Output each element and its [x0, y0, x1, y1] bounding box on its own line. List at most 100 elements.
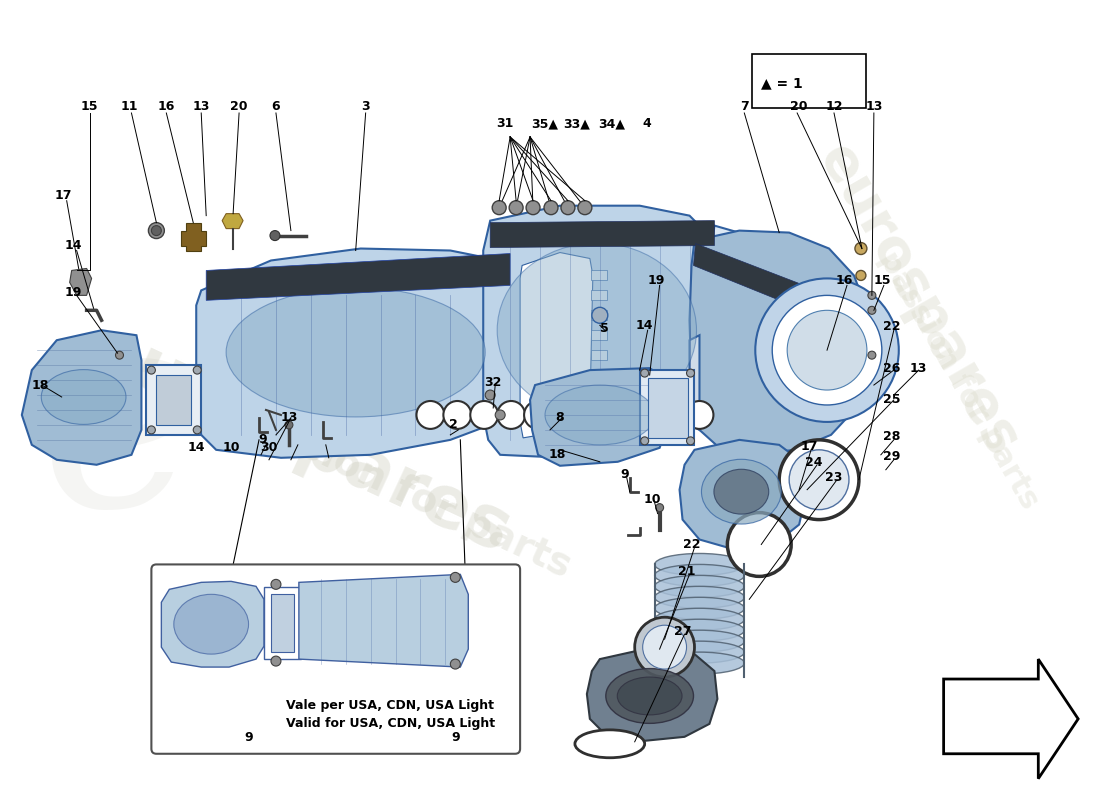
Polygon shape [693, 243, 869, 335]
Circle shape [578, 201, 592, 214]
Polygon shape [530, 368, 670, 466]
Circle shape [285, 421, 293, 429]
Circle shape [271, 579, 281, 590]
Polygon shape [264, 587, 301, 659]
Circle shape [147, 426, 155, 434]
Circle shape [868, 291, 876, 299]
Text: 10: 10 [644, 493, 661, 506]
Text: 21: 21 [678, 565, 695, 578]
Text: 7: 7 [740, 99, 749, 113]
Circle shape [578, 401, 606, 429]
Text: 25: 25 [883, 393, 901, 406]
Polygon shape [944, 659, 1078, 778]
Ellipse shape [42, 370, 127, 425]
FancyBboxPatch shape [752, 54, 866, 108]
Circle shape [443, 401, 471, 429]
Circle shape [855, 242, 867, 254]
Ellipse shape [654, 575, 745, 598]
Circle shape [524, 401, 552, 429]
Ellipse shape [654, 565, 745, 586]
Polygon shape [222, 214, 243, 229]
Text: 34▲: 34▲ [598, 118, 625, 130]
Circle shape [147, 366, 155, 374]
Polygon shape [640, 370, 694, 445]
Text: 26: 26 [883, 362, 901, 374]
Circle shape [756, 278, 899, 422]
Circle shape [194, 426, 201, 434]
Circle shape [450, 659, 460, 669]
Circle shape [271, 656, 281, 666]
FancyBboxPatch shape [152, 565, 520, 754]
Text: 29: 29 [883, 450, 901, 463]
Text: 20: 20 [230, 99, 248, 113]
Text: 13: 13 [910, 362, 927, 374]
Text: 16: 16 [157, 99, 175, 113]
Ellipse shape [497, 243, 696, 418]
Text: 30: 30 [261, 442, 277, 454]
Ellipse shape [714, 470, 769, 514]
Polygon shape [680, 440, 807, 550]
Circle shape [686, 437, 694, 445]
Circle shape [779, 440, 859, 519]
Text: 10: 10 [222, 442, 240, 454]
Text: 11: 11 [121, 99, 139, 113]
Polygon shape [591, 270, 607, 281]
Text: 18: 18 [548, 448, 565, 462]
Polygon shape [299, 574, 469, 667]
Text: eurospares: eurospares [79, 312, 522, 568]
Circle shape [642, 626, 686, 669]
Text: 17: 17 [801, 440, 817, 454]
Polygon shape [146, 365, 201, 435]
Text: 33▲: 33▲ [563, 118, 591, 130]
Ellipse shape [654, 608, 745, 630]
Text: 15: 15 [873, 274, 891, 287]
Text: 9: 9 [620, 468, 629, 482]
Text: Vale per USA, CDN, USA Light: Vale per USA, CDN, USA Light [286, 699, 494, 712]
Text: 13: 13 [280, 411, 298, 425]
Polygon shape [271, 594, 294, 652]
Text: e: e [40, 295, 204, 564]
Polygon shape [648, 378, 688, 438]
Polygon shape [182, 222, 206, 250]
Circle shape [551, 401, 579, 429]
Polygon shape [156, 375, 191, 425]
Ellipse shape [227, 287, 485, 417]
Polygon shape [690, 335, 700, 430]
Text: 13: 13 [866, 99, 882, 113]
Polygon shape [591, 370, 607, 380]
Text: 32: 32 [484, 375, 502, 389]
Text: 6: 6 [272, 99, 280, 113]
Circle shape [686, 369, 694, 377]
Circle shape [471, 401, 498, 429]
Text: 19: 19 [648, 274, 666, 287]
Circle shape [788, 310, 867, 390]
Polygon shape [162, 582, 264, 667]
Ellipse shape [654, 619, 745, 641]
Text: 20: 20 [791, 99, 807, 113]
Text: 9: 9 [258, 434, 267, 446]
Ellipse shape [575, 730, 645, 758]
Ellipse shape [654, 652, 745, 674]
Text: 19: 19 [65, 286, 82, 299]
Text: 24: 24 [805, 456, 823, 470]
Circle shape [495, 410, 505, 420]
Polygon shape [690, 230, 871, 455]
Polygon shape [587, 649, 717, 741]
Ellipse shape [174, 594, 249, 654]
Circle shape [789, 450, 849, 510]
Text: 14: 14 [187, 442, 205, 454]
Circle shape [592, 307, 608, 323]
Polygon shape [206, 254, 510, 300]
Ellipse shape [654, 554, 745, 575]
Circle shape [635, 618, 694, 677]
Ellipse shape [544, 385, 654, 445]
Text: 14: 14 [65, 239, 82, 252]
Circle shape [194, 366, 201, 374]
Text: 5: 5 [601, 322, 609, 334]
Circle shape [727, 513, 791, 576]
Circle shape [509, 201, 524, 214]
Polygon shape [591, 330, 607, 340]
Circle shape [526, 201, 540, 214]
Text: 31: 31 [496, 118, 514, 130]
Text: 9: 9 [244, 731, 253, 744]
